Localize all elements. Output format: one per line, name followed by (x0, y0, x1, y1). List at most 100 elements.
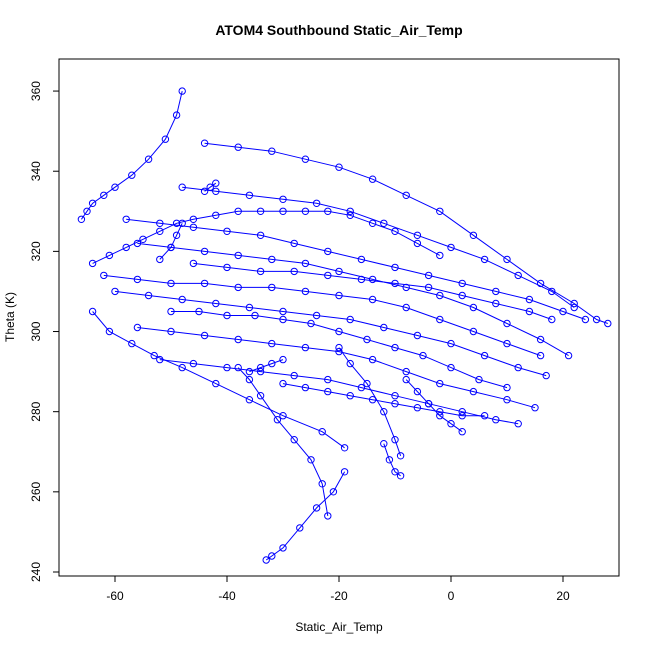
data-point (139, 235, 147, 244)
data-point (419, 351, 427, 360)
data-point (234, 251, 242, 260)
series-line (182, 186, 575, 308)
data-point (424, 271, 433, 280)
data-point (324, 271, 332, 280)
data-point (133, 323, 142, 332)
data-point (268, 283, 276, 292)
data-point (279, 207, 287, 216)
x-tick-label: -60 (106, 589, 124, 603)
data-point (172, 111, 181, 119)
data-point (111, 287, 119, 296)
data-point (391, 263, 399, 272)
data-point (279, 379, 287, 388)
series-line (237, 367, 329, 516)
y-tick-label: 300 (29, 321, 43, 341)
x-tick-label: -20 (330, 589, 348, 603)
data-point (167, 327, 175, 336)
data-point (212, 211, 220, 220)
data-point (391, 392, 399, 400)
data-point (318, 480, 326, 488)
data-point (368, 275, 377, 284)
data-point (212, 187, 220, 196)
data-point (368, 175, 377, 183)
data-point (279, 544, 287, 552)
data-point (88, 199, 97, 208)
data-point (402, 283, 410, 292)
data-point (391, 227, 399, 236)
data-point (156, 219, 164, 228)
data-point (212, 179, 220, 187)
data-point (100, 271, 108, 280)
data-point (167, 243, 175, 252)
axis-ticks: -60 -40 -20 0 20 240 260 280 300 320 340 360 (29, 81, 570, 603)
data-point (83, 207, 91, 216)
series-line (193, 262, 552, 320)
data-point (234, 363, 242, 372)
data-point (458, 408, 466, 416)
data-point (363, 379, 371, 388)
data-point (256, 367, 265, 376)
data-point (172, 219, 181, 228)
x-axis-label: Static_Air_Temp (295, 620, 383, 634)
data-point (363, 335, 371, 344)
data-point (413, 231, 422, 240)
data-point (335, 267, 343, 276)
data-point (156, 227, 164, 236)
data-point (402, 375, 410, 384)
data-point (346, 315, 354, 324)
data-point (195, 307, 203, 316)
data-point (335, 163, 343, 171)
series-line (171, 311, 508, 389)
series-line (92, 210, 441, 264)
data-point (178, 183, 186, 191)
data-point (161, 135, 170, 143)
data-point (604, 319, 612, 328)
data-point (329, 488, 338, 496)
data-point (268, 339, 276, 348)
data-point (581, 315, 590, 324)
data-point (458, 291, 466, 300)
data-point (200, 331, 209, 340)
data-point (189, 259, 198, 268)
data-point (346, 211, 354, 220)
data-point (335, 343, 343, 352)
data-point (144, 155, 153, 163)
data-point (178, 295, 186, 304)
data-point (458, 412, 466, 420)
data-point (402, 191, 410, 200)
data-point (268, 147, 276, 155)
data-point (223, 363, 231, 372)
data-point (268, 552, 276, 560)
data-point (413, 387, 422, 396)
data-point (469, 231, 478, 240)
data-point (234, 335, 242, 344)
series-line (103, 274, 541, 357)
data-point (144, 291, 153, 300)
data-point (268, 359, 276, 368)
data-point (167, 307, 175, 316)
data-point (296, 524, 304, 532)
data-point (200, 279, 209, 288)
data-point (385, 456, 394, 464)
data-point (178, 219, 186, 228)
data-point (122, 215, 130, 224)
data-point (469, 387, 478, 396)
data-point (301, 343, 310, 352)
data-point (559, 307, 567, 316)
y-tick-label: 240 (29, 562, 43, 582)
data-point (391, 400, 399, 408)
series-line (126, 218, 586, 320)
data-point (368, 295, 377, 304)
data-point (492, 416, 500, 424)
plot-frame (58, 58, 620, 577)
data-point (531, 404, 539, 412)
data-point (564, 351, 573, 360)
data-point (206, 183, 214, 191)
data-point (368, 355, 377, 364)
data-point (200, 187, 209, 196)
data-point (346, 359, 354, 368)
data-point (357, 383, 366, 392)
data-point (324, 375, 332, 384)
data-point (492, 287, 500, 296)
data-point (380, 440, 388, 448)
